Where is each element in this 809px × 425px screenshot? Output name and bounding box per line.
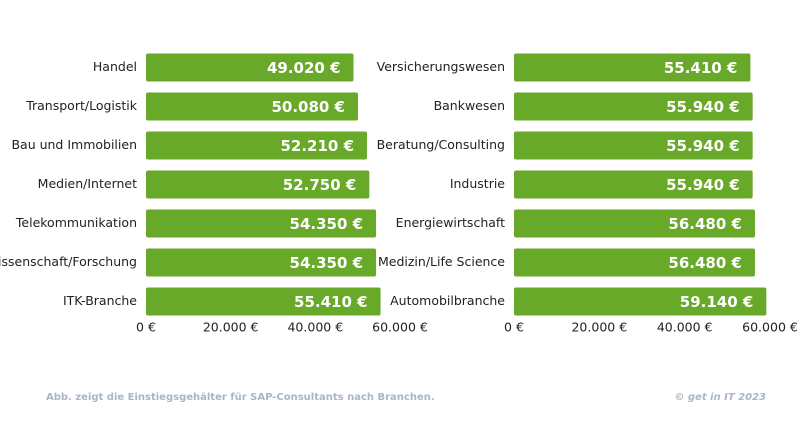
y-tick-label: Beratung/Consulting xyxy=(377,137,505,152)
bar xyxy=(514,131,753,160)
bar xyxy=(514,287,767,316)
y-tick-label: Bau und Immobilien xyxy=(11,137,137,152)
value-label: 55.940 € xyxy=(666,98,740,116)
bar xyxy=(146,287,381,316)
x-tick-label: 20.000 € xyxy=(571,320,627,335)
y-tick-label: Medien/Internet xyxy=(38,176,137,191)
y-tick-label: Telekommunikation xyxy=(15,215,137,230)
copyright: © get in IT 2023 xyxy=(674,392,766,403)
bar xyxy=(146,131,368,160)
value-label: 49.020 € xyxy=(267,59,341,77)
y-tick-label: Medizin/Life Science xyxy=(378,254,505,269)
y-tick-label: Bankwesen xyxy=(434,98,505,113)
y-tick-label: ITK-Branche xyxy=(63,293,137,308)
value-label: 54.350 € xyxy=(290,215,364,233)
value-label: 52.210 € xyxy=(280,137,354,155)
y-tick-label: Energiewirtschaft xyxy=(396,215,505,230)
y-tick-label: Automobilbranche xyxy=(390,293,505,308)
bar xyxy=(514,170,753,199)
x-tick-label: 20.000 € xyxy=(203,320,259,335)
value-label: 56.480 € xyxy=(668,254,742,272)
bar xyxy=(146,53,354,82)
x-tick-label: 0 € xyxy=(136,320,156,335)
x-tick-label: 0 € xyxy=(504,320,524,335)
y-tick-label: Versicherungswesen xyxy=(377,59,505,74)
y-tick-label: Handel xyxy=(93,59,137,74)
value-label: 50.080 € xyxy=(271,98,345,116)
bar xyxy=(514,92,753,121)
value-label: 54.350 € xyxy=(290,254,364,272)
bar xyxy=(146,248,377,277)
value-label: 59.140 € xyxy=(680,293,754,311)
value-label: 55.410 € xyxy=(294,293,368,311)
x-tick-label: 60.000 € xyxy=(742,320,798,335)
bar xyxy=(514,53,751,82)
value-label: 56.480 € xyxy=(668,215,742,233)
value-label: 55.940 € xyxy=(666,137,740,155)
x-tick-label: 40.000 € xyxy=(657,320,713,335)
bar xyxy=(146,170,370,199)
y-tick-label: Industrie xyxy=(450,176,505,191)
bar xyxy=(514,248,755,277)
value-label: 55.410 € xyxy=(664,59,738,77)
y-tick-label: Wissenschaft/Forschung xyxy=(0,254,137,269)
value-label: 55.940 € xyxy=(666,176,740,194)
caption: Abb. zeigt die Einstiegsgehälter für SAP… xyxy=(46,392,435,403)
y-tick-label: Transport/Logistik xyxy=(25,98,138,113)
x-tick-label: 40.000 € xyxy=(287,320,343,335)
bar xyxy=(146,92,359,121)
bar xyxy=(514,209,755,238)
x-tick-label: 60.000 € xyxy=(372,320,428,335)
bar xyxy=(146,209,377,238)
value-label: 52.750 € xyxy=(283,176,357,194)
